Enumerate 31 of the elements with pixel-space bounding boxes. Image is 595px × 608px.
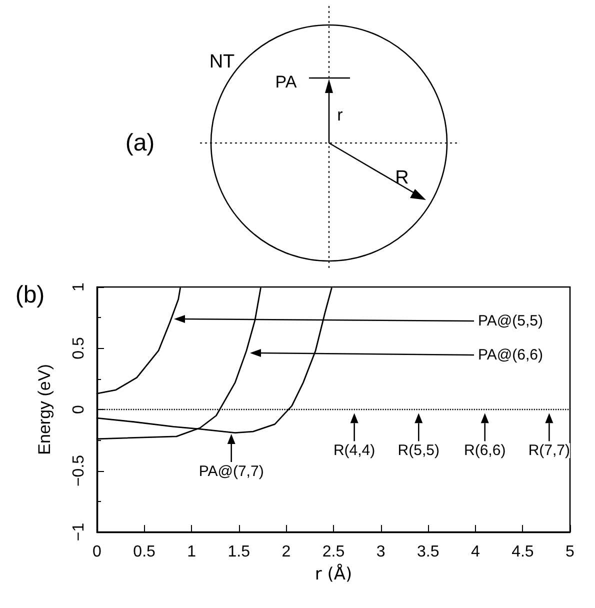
annotation: R(6,6): [464, 442, 506, 460]
x-tick-label: 1: [187, 544, 196, 560]
text: PA: [275, 72, 298, 92]
text: (b): [15, 282, 45, 308]
x-tick-label: 0: [92, 544, 102, 560]
x-tick-label: 2.5: [322, 544, 345, 560]
y-tick-label: 0.5: [70, 337, 88, 360]
x-tick-label: 2: [282, 544, 291, 560]
y-tick-label: −0.5: [70, 454, 88, 487]
annotation: PA@(5,5): [478, 312, 543, 330]
text: R: [395, 168, 409, 188]
annotation: PA@(6,6): [478, 346, 543, 364]
annotation: R(4,4): [333, 442, 376, 460]
annotation: PA@(7,7): [198, 463, 264, 480]
y-tick-label: 1: [70, 282, 88, 292]
x-tick-label: 3.5: [416, 544, 440, 560]
text: (a): [125, 130, 155, 156]
x-tick-label: 3: [376, 544, 386, 560]
x-tick-label: 4.5: [512, 544, 534, 560]
x-tick-label: 5: [566, 544, 575, 560]
y-axis-title: Energy (eV): [35, 364, 54, 455]
annotation: R(5,5): [398, 442, 440, 460]
x-tick-label: 1.5: [228, 544, 250, 560]
x-axis-title: r (Å): [314, 564, 352, 584]
x-tick-label: 4: [470, 544, 480, 560]
x-tick-label: 0.5: [133, 544, 156, 560]
annotation: R(7,7): [528, 442, 570, 460]
y-tick-label: 0: [70, 404, 88, 414]
text: NT: [209, 52, 236, 72]
y-tick-label: −1: [70, 522, 88, 542]
text: r: [337, 106, 344, 124]
